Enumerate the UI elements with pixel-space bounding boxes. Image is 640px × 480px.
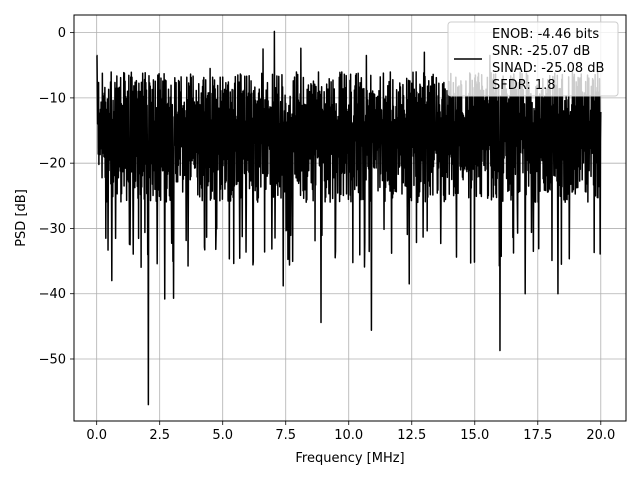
y-tick-label: −50 [39,352,66,367]
series-layer [96,30,602,406]
x-axis-label: Frequency [MHz] [295,451,404,466]
y-tick-label: 0 [58,26,66,41]
x-tick-label: 2.5 [149,428,170,443]
x-axis: 0.0 2.5 5.0 7.5 10.0 12.5 15.0 17.5 20.0 [86,421,615,443]
y-tick-label: −30 [39,222,66,237]
x-tick-label: 20.0 [586,428,615,443]
y-tick-label: −40 [39,287,66,302]
legend: ENOB: -4.46 bits SNR: -25.07 dB SINAD: -… [447,21,619,97]
x-tick-label: 10.0 [334,428,363,443]
y-axis: 0 −10 −20 −30 −40 −50 [39,26,74,367]
legend-sinad: SINAD: -25.08 dB [492,61,604,76]
legend-enob: ENOB: -4.46 bits [492,27,599,42]
psd-series-line [96,30,602,406]
x-tick-label: 17.5 [523,428,552,443]
plot-frame [73,14,627,422]
x-tick-label: 0.0 [86,428,107,443]
legend-box [447,21,619,97]
legend-sfdr: SFDR: 1.8 [492,78,556,93]
x-tick-label: 12.5 [397,428,426,443]
legend-snr: SNR: -25.07 dB [492,44,590,59]
x-tick-label: 5.0 [212,428,233,443]
y-tick-label: −10 [39,91,66,106]
x-tick-label: 7.5 [275,428,296,443]
x-tick-label: 15.0 [460,428,489,443]
y-tick-label: −20 [39,157,66,172]
y-axis-label: PSD [dB] [14,189,29,247]
